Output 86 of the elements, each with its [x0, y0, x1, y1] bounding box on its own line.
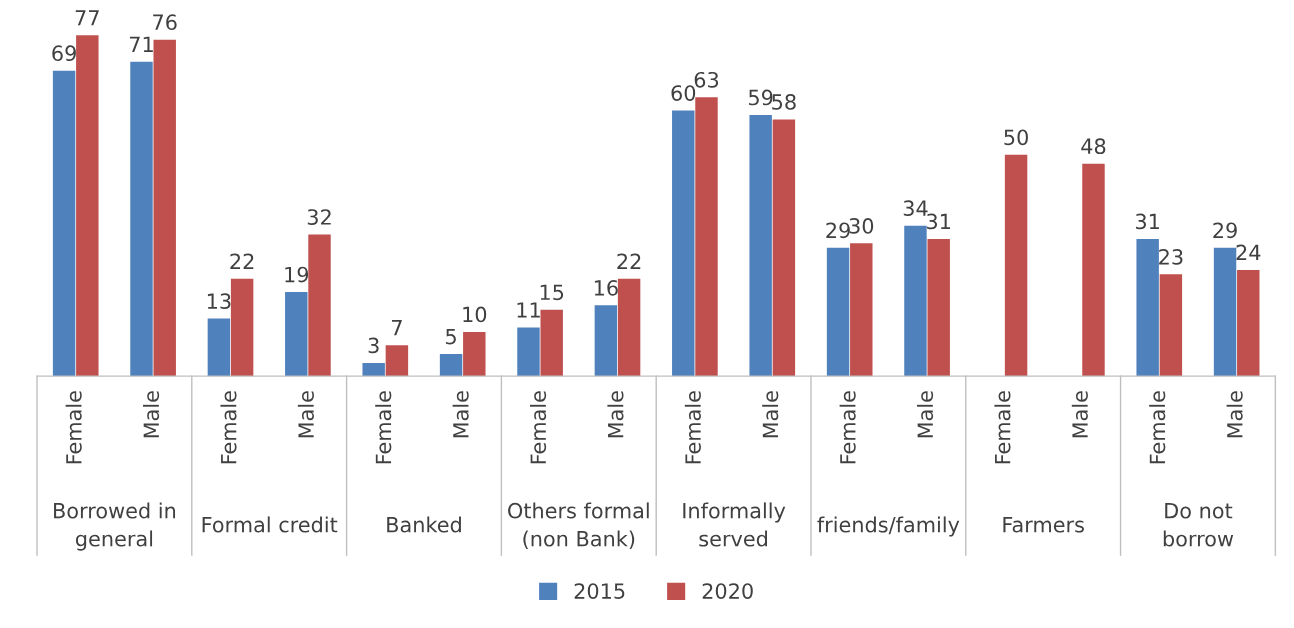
- x-tick-label: Male: [607, 391, 624, 438]
- x-tick-label: Female: [1149, 391, 1166, 464]
- data-label: 10: [463, 306, 487, 323]
- x-tick-label: Female: [994, 391, 1011, 464]
- x-tick-label: Male: [297, 391, 314, 438]
- bar: [695, 97, 718, 377]
- bar: [130, 61, 153, 377]
- text: Farmers: [1003, 517, 1084, 533]
- data-label: 16: [594, 279, 618, 296]
- x-tick-label: Male: [917, 391, 934, 438]
- x-tick-label: Female: [530, 391, 547, 464]
- bar: [749, 114, 772, 377]
- data-label: 5: [446, 328, 456, 345]
- bar: [1004, 154, 1028, 377]
- x-tick-label: Male: [1226, 391, 1243, 438]
- data-label: 69: [52, 45, 76, 62]
- text: Do not borrow: [1163, 503, 1234, 547]
- bar: [672, 110, 695, 377]
- bar: [772, 119, 796, 377]
- data-label: 32: [307, 209, 331, 225]
- x-tick-label: Male: [1071, 391, 1088, 438]
- data-label: 23: [1159, 248, 1183, 265]
- bar: [617, 278, 641, 377]
- bar: [1082, 163, 1105, 377]
- data-label: 22: [617, 253, 641, 269]
- bar: [826, 247, 850, 377]
- bar: [439, 354, 463, 377]
- bar: [463, 331, 486, 377]
- x-tick-label: Female: [684, 391, 701, 464]
- x-tick-label: Male: [452, 391, 469, 438]
- data-label: 34: [903, 200, 928, 217]
- data-label: 50: [1004, 129, 1028, 146]
- x-tick-label: Female: [375, 391, 392, 464]
- data-label: 71: [129, 36, 153, 52]
- text: Formal credit: [202, 516, 338, 533]
- data-label: 7: [391, 320, 402, 336]
- data-label: 31: [927, 213, 951, 230]
- bar: [362, 362, 385, 377]
- bar: [927, 238, 950, 377]
- bar: [385, 345, 409, 377]
- bar: [1136, 238, 1159, 377]
- bar: [1237, 269, 1260, 377]
- x-tick-label: Male: [143, 391, 160, 438]
- bar: [76, 35, 99, 377]
- bar: [52, 70, 76, 377]
- text: Banked: [387, 516, 461, 533]
- data-label: 48: [1081, 138, 1106, 155]
- data-label: 77: [75, 10, 99, 26]
- data-label: 58: [772, 94, 796, 110]
- bar: [308, 234, 331, 377]
- data-label: 60: [671, 85, 696, 101]
- text: Informally served: [683, 502, 786, 547]
- bar: [594, 305, 618, 377]
- x-tick-label: Female: [839, 391, 856, 464]
- data-label: 13: [207, 293, 231, 310]
- bar: [850, 243, 873, 377]
- text: Others formal (non Bank): [508, 502, 649, 550]
- data-label: 63: [694, 71, 719, 88]
- legend-label: 2015: [574, 583, 625, 599]
- bar: [1213, 247, 1237, 377]
- data-label: 59: [749, 89, 773, 106]
- bar: [230, 278, 254, 377]
- bar: [517, 327, 540, 377]
- bar: [904, 225, 927, 377]
- data-label: 3: [368, 337, 379, 354]
- data-label: 30: [849, 218, 874, 234]
- data-label: 31: [1135, 213, 1159, 230]
- data-label: 22: [230, 253, 254, 269]
- bar: [207, 318, 231, 377]
- text: friends/family: [817, 516, 960, 537]
- bar: [540, 309, 563, 377]
- x-tick-label: Male: [762, 391, 779, 438]
- bar: [1159, 274, 1183, 377]
- data-label: 76: [153, 14, 177, 31]
- data-label: 24: [1236, 244, 1261, 261]
- data-label: 15: [540, 284, 564, 301]
- data-label: 29: [826, 222, 850, 239]
- data-label: 29: [1213, 222, 1237, 239]
- bar: [153, 39, 176, 377]
- x-tick-label: Female: [220, 391, 237, 464]
- x-tick-label: Female: [65, 391, 82, 464]
- data-label: 19: [285, 266, 309, 283]
- bar: [285, 292, 308, 377]
- text: Borrowed in general: [54, 502, 176, 551]
- legend-label: 2020: [702, 583, 753, 599]
- data-label: 11: [517, 302, 540, 318]
